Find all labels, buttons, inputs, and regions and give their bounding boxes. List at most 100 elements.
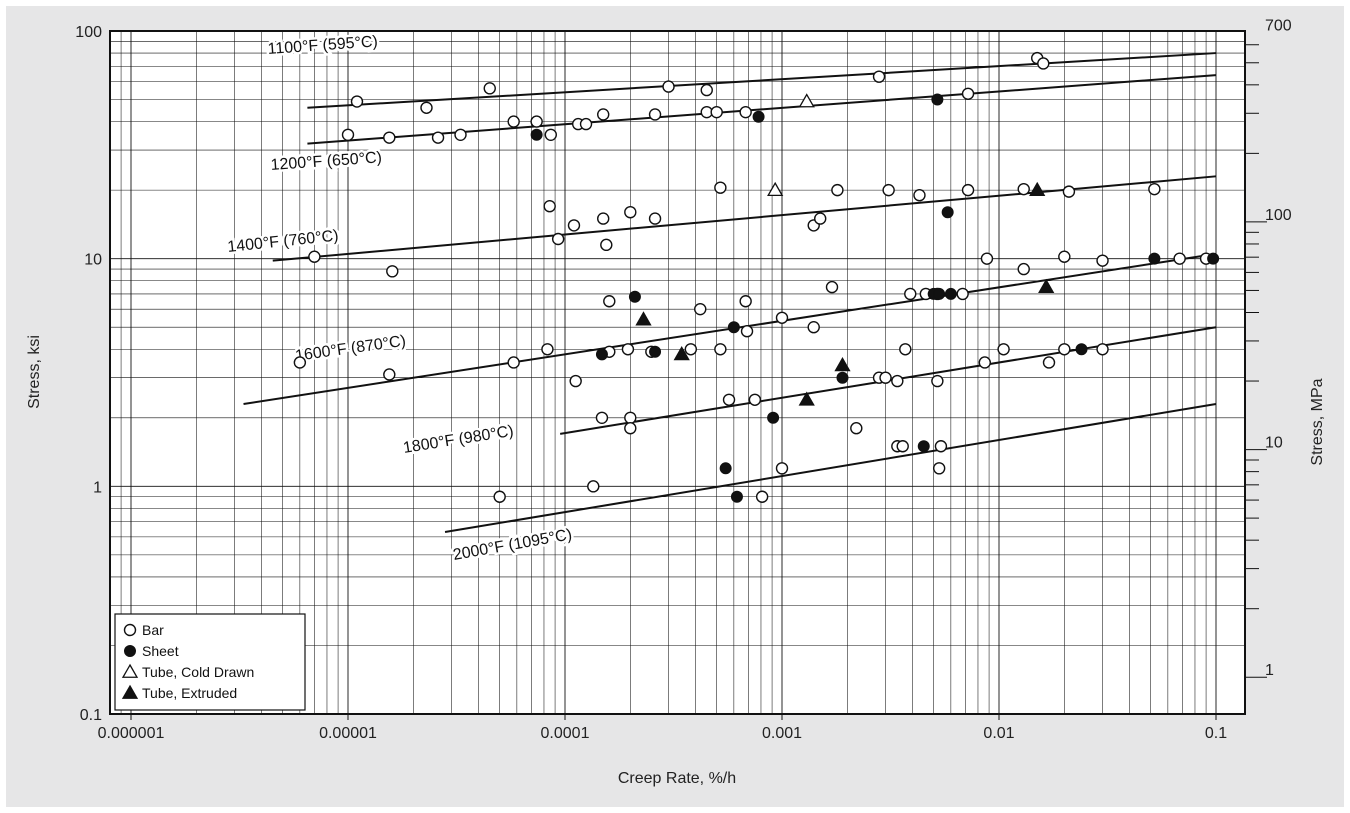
sheet-point [752,110,765,123]
bar-point [850,422,863,435]
legend-marker [121,684,139,699]
sheet-point [649,345,662,358]
bar-point [567,219,581,232]
bar-point [597,108,610,121]
y-right-tick-label: 1 [1265,662,1274,679]
y-right-tick-label: 100 [1265,207,1292,224]
tube-cold-drawn-point [798,93,815,108]
bar-point [1096,254,1109,267]
bar-point [700,83,713,97]
y-right-tick-label: 10 [1265,435,1283,452]
bar-point [956,287,969,301]
bar-point [739,295,752,308]
bar-point [420,101,433,114]
tube-cold-drawn-point [767,181,784,197]
axis-ticks: 0.000001 0.00001 0.0001 0.001 0.01 0.1 0.1 1 10 1… [75,18,1292,742]
bar-point [624,411,637,424]
y-axis-title: Stress, ksi [26,335,43,409]
bar-point [807,321,820,334]
y-tick-label: 0.1 [80,707,102,724]
tube-extruded-point [673,346,690,361]
bar-point [648,108,662,121]
sheet-point [530,128,543,141]
y-right-axis-title: Stress, MPa [1309,378,1326,465]
bar-point [1037,57,1050,70]
bar-point [980,252,994,265]
bar-point [755,490,769,503]
chart-figure: 1100°F (595°C) 1200°F (650°C) 1400°F (760°… [6,6,1344,807]
bar-point [714,181,727,194]
tube-extruded-point [1029,181,1046,197]
bar-point [350,95,364,108]
bar-point [507,356,520,369]
bar-point [932,462,946,475]
sheet-point [941,206,954,219]
legend-label: Sheet [142,643,179,659]
bar-point [579,117,593,131]
bar-point [899,343,912,356]
bar-point [600,238,613,252]
bar-point [597,212,610,225]
sheet-point [595,348,608,361]
bar-point [493,490,506,503]
bar-point [748,393,762,406]
bar-point [775,462,789,475]
bar-point [1058,343,1071,356]
sheet-point [931,93,944,106]
bar-point [882,183,895,197]
bar-point [879,371,892,384]
bar-point [825,280,839,294]
bar-point [308,250,321,263]
bar-point [934,440,948,453]
tube-extruded-point [834,357,851,372]
x-tick-label: 0.00001 [319,725,377,742]
bar-point [1017,182,1030,196]
bar-point [431,131,445,144]
bar-point [603,295,616,308]
bar-point [997,343,1010,356]
bar-point [587,480,600,493]
bar-point [543,200,556,213]
sheet-point [933,287,946,300]
x-tick-label: 0.1 [1205,725,1227,742]
isotherm-line [307,52,1217,109]
bar-point [341,128,355,142]
bar-point [569,374,582,388]
bar-point [961,87,975,100]
sheet-point [944,287,957,300]
bar-point [383,368,396,381]
bar-point [551,232,565,246]
plot-frame [109,30,1246,715]
bar-point [740,325,754,338]
bar-point [595,411,609,424]
sheet-point [1207,252,1220,265]
legend-label: Tube, Extruded [142,685,237,701]
isotherm-line [272,175,1217,262]
sheet-point [917,440,930,453]
legend-marker [123,623,137,637]
bar-point [454,128,467,142]
bar-point [1017,262,1030,276]
legend-box [114,613,306,711]
legend-label: Tube, Cold Drawn [142,664,254,680]
bar-point [739,105,752,119]
legend-marker [124,645,136,657]
x-tick-label: 0.0001 [541,725,590,742]
bar-point [621,343,635,356]
tube-extruded-point [798,391,815,406]
bar-point [1173,252,1186,265]
sheet-point [730,490,743,503]
sheet-point [1148,252,1161,265]
bar-point [694,302,707,316]
bar-point [775,311,789,324]
bar-point [961,183,975,197]
tube-extruded-point [635,311,652,326]
creep-chart: 1100°F (595°C)1200°F (650°C)1400°F (760°… [26,18,1326,787]
bar-point [831,183,844,197]
bar-point [386,265,399,278]
bar-point [541,343,554,356]
bar-point [507,115,520,128]
y-tick-label: 100 [75,24,102,41]
bar-point [648,212,662,225]
sheet-point [836,371,849,384]
